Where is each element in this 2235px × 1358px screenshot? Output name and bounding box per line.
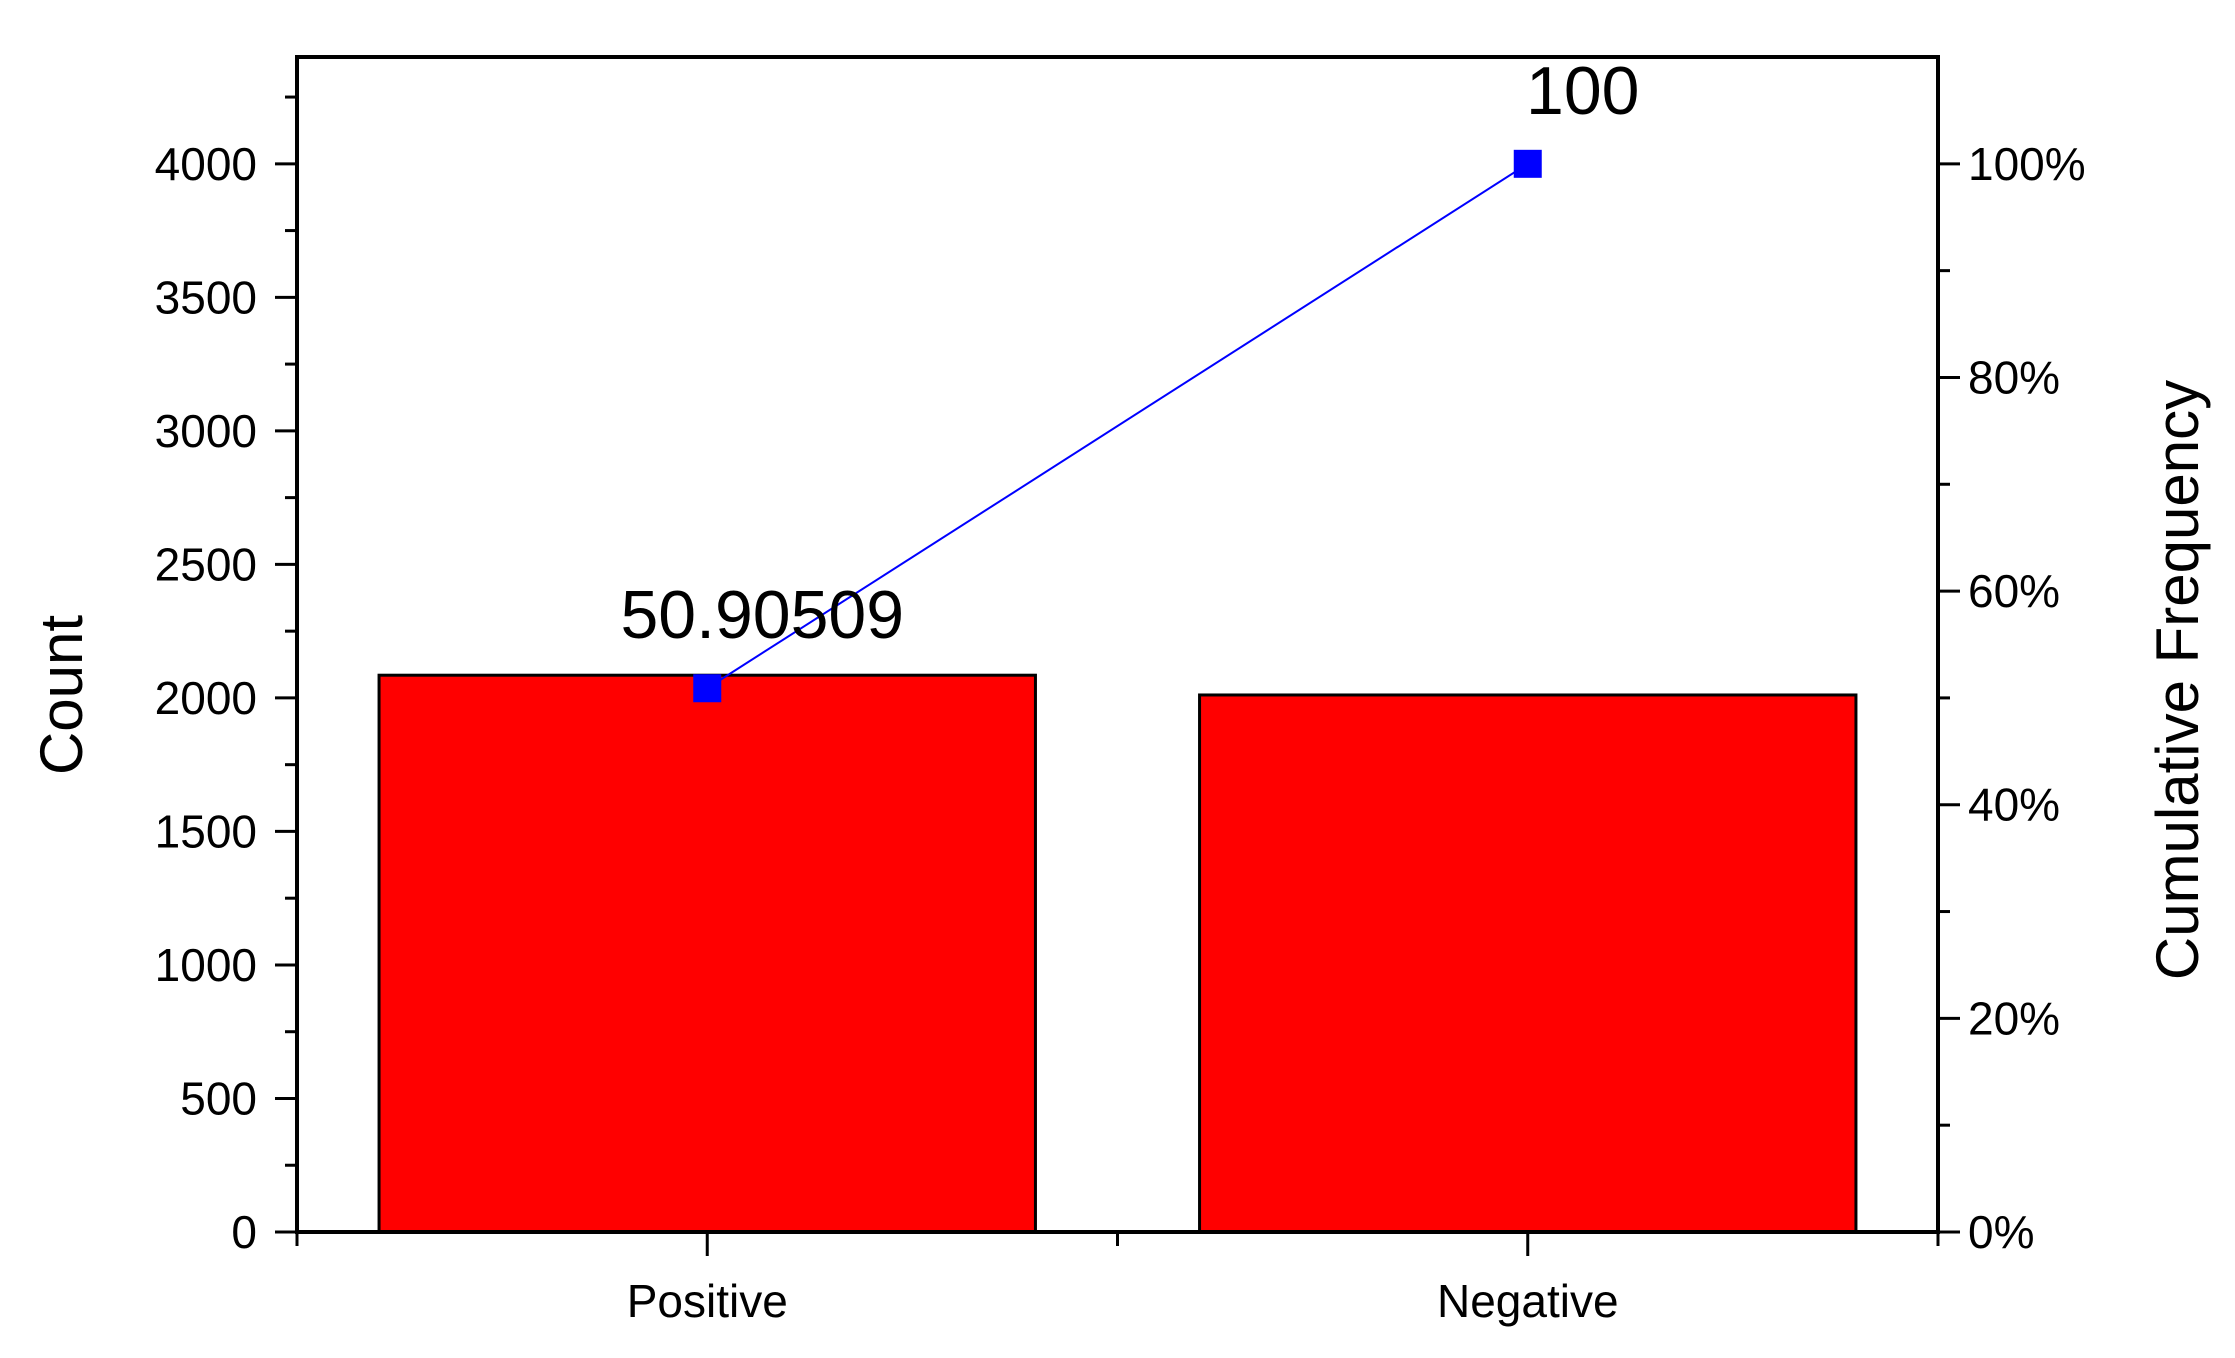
cumulative-frequency-line — [706, 162, 1529, 690]
y-tick-label: 0 — [231, 1206, 257, 1258]
y2-tick-label: 80% — [1968, 351, 2060, 403]
x-tick-label-positive: Positive — [627, 1275, 788, 1327]
cumulative-marker-0 — [693, 674, 722, 703]
y2-tick-label: 60% — [1968, 565, 2060, 617]
y-tick-label: 2500 — [155, 538, 257, 590]
y-tick-label: 500 — [180, 1072, 257, 1124]
bar-negative — [1198, 693, 1858, 1234]
y-axis-title: Count — [28, 615, 95, 775]
y2-tick-label: 40% — [1968, 779, 2060, 831]
y-tick-label: 4000 — [155, 138, 257, 190]
y-tick-label: 1500 — [155, 805, 257, 857]
y-tick-label: 3000 — [155, 405, 257, 457]
y2-tick-label: 0% — [1968, 1206, 2034, 1258]
y2-tick-label: 20% — [1968, 992, 2060, 1044]
x-tick-label-negative: Negative — [1437, 1275, 1619, 1327]
y2-axis-title: Cumulative Frequency — [2144, 380, 2211, 980]
y-tick-label: 1000 — [155, 939, 257, 991]
bar-positive — [377, 673, 1037, 1234]
data-label-0: 50.90509 — [620, 577, 904, 653]
y2-tick-label: 100% — [1968, 138, 2086, 190]
y-tick-label: 3500 — [155, 271, 257, 323]
y-tick-label: 2000 — [155, 672, 257, 724]
cumulative-marker-1 — [1513, 149, 1542, 178]
data-label-1: 100 — [1526, 53, 1639, 129]
